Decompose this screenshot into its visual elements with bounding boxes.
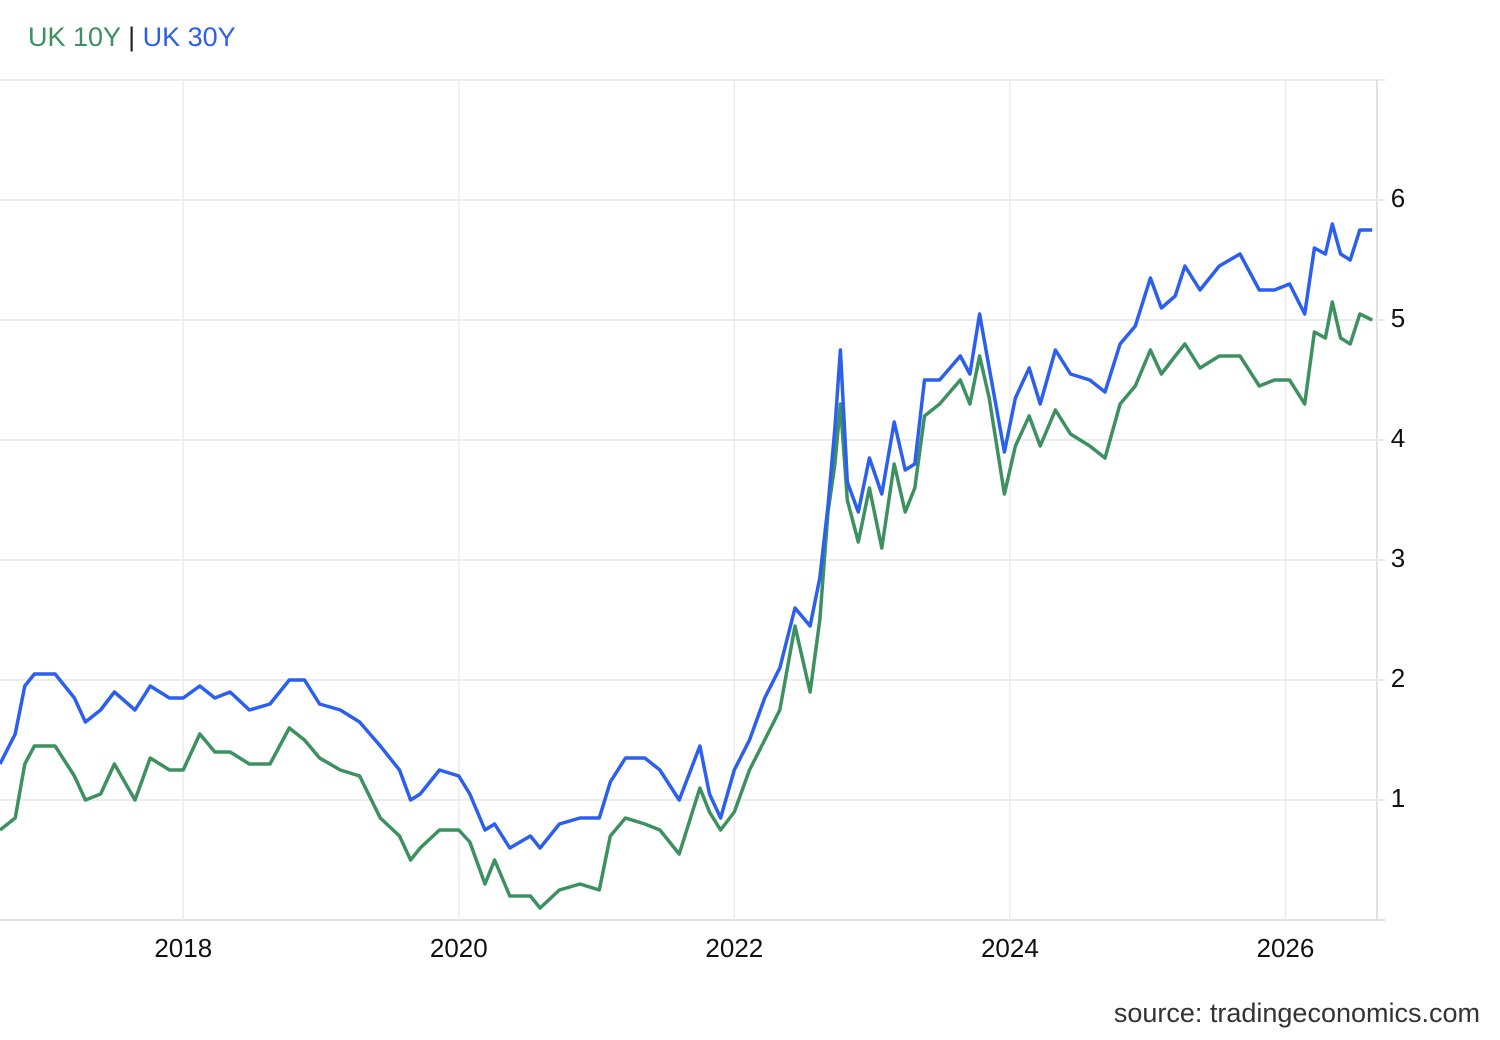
x-tick-label: 2026 [1257, 933, 1315, 963]
legend-entry[interactable]: UK 10Y [28, 22, 121, 52]
series-line [0, 300, 1373, 910]
x-tick-label: 2022 [705, 933, 763, 963]
legend-separator: | [128, 22, 136, 52]
y-tick-label: 3 [1391, 543, 1405, 573]
y-tick-label: 1 [1391, 783, 1405, 813]
chart: 1 2 3 4 5 6 2018 2020 2022 2024 2026 [0, 79, 1405, 963]
y-tick-label: 4 [1391, 423, 1405, 453]
x-tick-label: 2024 [981, 933, 1039, 963]
legend: UK 10Y | UK 30Y [28, 22, 236, 53]
x-tick-label: 2018 [154, 933, 212, 963]
y-tick-label: 2 [1391, 663, 1405, 693]
legend-entry[interactable]: UK 30Y [142, 22, 236, 52]
source: source: tradingeconomics.com [1113, 998, 1480, 1028]
x-tick-label: 2020 [430, 933, 488, 963]
series-line [0, 222, 1373, 850]
y-tick-label: 6 [1391, 183, 1405, 213]
y-tick-label: 5 [1391, 303, 1405, 333]
